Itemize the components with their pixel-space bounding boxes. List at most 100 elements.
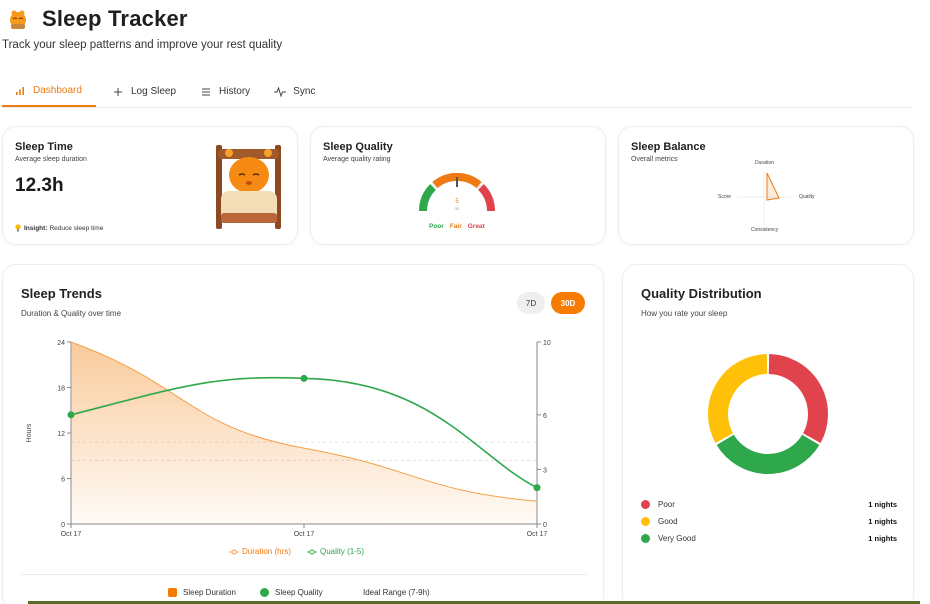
legend-quality-label: Quality (1-5)	[320, 547, 365, 556]
bottom-legend-duration: Sleep Duration	[168, 588, 236, 597]
distribution-legend-poor: Poor 1 nights	[641, 500, 897, 509]
trends-divider	[21, 574, 587, 575]
good-dot	[641, 517, 650, 526]
bar-chart-icon	[14, 85, 26, 97]
y-left-tick-label: 12	[57, 431, 65, 438]
y-left-tick-label: 18	[57, 386, 65, 393]
insight-label: Insight:	[24, 224, 48, 232]
radar-label-consistency: Consistency	[751, 227, 779, 233]
app-subtitle: Track your sleep patterns and improve yo…	[2, 39, 283, 51]
quality-point	[533, 484, 541, 492]
line-marker-icon	[229, 549, 239, 554]
sleep-balance-subtitle: Overall metrics	[631, 156, 678, 163]
quality-point	[67, 411, 75, 419]
bottom-legend-ideal-label: Ideal Range (7-9h)	[363, 588, 430, 597]
app-header: Sleep Tracker	[8, 6, 188, 32]
legend-duration: Duration (hrs)	[229, 547, 291, 556]
distribution-label-very-good: Very Good	[658, 534, 696, 543]
sleep-trends-chart: 0 6 12 18 24 0 3 6 10 Oct 17 Oct 17 Oct 17 Hours	[26, 340, 551, 538]
tab-history-label: History	[219, 86, 251, 97]
lightbulb-icon	[15, 224, 21, 232]
tab-history[interactable]: History	[188, 76, 262, 107]
quality-distribution-card: Quality Distribution How you rate your s…	[622, 264, 914, 604]
distribution-value-good: 1 nights	[868, 517, 897, 526]
tab-sync-label: Sync	[293, 86, 316, 97]
y-left-tick-label: 24	[57, 340, 65, 347]
gauge-label-fair: Fair	[449, 223, 462, 230]
y-right-tick-label: 3	[543, 467, 547, 474]
tab-log-sleep[interactable]: Log Sleep	[100, 76, 188, 107]
distribution-title: Quality Distribution	[641, 286, 762, 301]
donut-slice-good	[708, 354, 768, 443]
sleep-time-title: Sleep Time	[15, 141, 73, 153]
donut-slice-very-good	[716, 434, 820, 474]
sleep-trends-card: Sleep Trends Duration & Quality over tim…	[2, 264, 604, 604]
sleep-time-value: 12.3h	[15, 175, 64, 196]
sleep-trends-title: Sleep Trends	[21, 286, 102, 301]
distribution-label-good: Good	[658, 517, 678, 526]
bottom-legend-ideal: Ideal Range (7-9h)	[363, 588, 430, 597]
y-left-tick-label: 6	[61, 477, 65, 484]
gauge-label-great: Great	[467, 223, 485, 230]
gauge-label-poor: Poor	[429, 223, 444, 230]
list-icon	[200, 86, 212, 98]
range-7d-button[interactable]: 7D	[517, 292, 545, 314]
activity-icon	[274, 86, 287, 98]
poor-dot	[641, 500, 650, 509]
legend-quality: Quality (1-5)	[307, 547, 364, 556]
tab-dashboard[interactable]: Dashboard	[2, 76, 96, 107]
sleep-time-subtitle: Average sleep duration	[15, 156, 87, 163]
radar-label-score: Score	[718, 194, 732, 200]
gauge-legend: Poor Fair Great	[429, 223, 485, 230]
balance-radar-chart	[737, 171, 791, 225]
distribution-value-poor: 1 nights	[868, 500, 897, 509]
sleeping-mascot-in-bed-icon	[216, 145, 281, 229]
distribution-value-very-good: 1 nights	[868, 534, 897, 543]
y-left-tick-label: 0	[61, 522, 65, 529]
sleep-quality-card: Sleep Quality Average quality rating 5 /…	[310, 126, 606, 245]
legend-duration-label: Duration (hrs)	[242, 547, 291, 556]
tab-dashboard-label: Dashboard	[33, 85, 82, 96]
app-title: Sleep Tracker	[42, 6, 188, 31]
sleep-quality-title: Sleep Quality	[323, 141, 393, 153]
y-right-tick-label: 6	[543, 413, 547, 420]
radar-label-duration: Duration	[755, 160, 774, 166]
quality-gauge: 5 /10	[419, 173, 495, 212]
bottom-legend-quality-label: Sleep Quality	[275, 588, 323, 597]
quality-point	[300, 374, 308, 382]
x-tick-label: Oct 17	[527, 531, 548, 538]
donut-slice-poor	[768, 354, 828, 443]
very-good-dot	[641, 534, 650, 543]
y-axis-label: Hours	[26, 423, 33, 442]
sleep-quality-subtitle: Average quality rating	[323, 156, 391, 163]
range-30d-button[interactable]: 30D	[551, 292, 585, 314]
y-right-tick-label: 10	[543, 340, 551, 347]
quality-donut-chart	[708, 354, 828, 474]
sleep-trends-subtitle: Duration & Quality over time	[21, 309, 122, 318]
duration-line	[70, 341, 538, 502]
line-marker-icon	[307, 549, 317, 554]
tab-log-sleep-label: Log Sleep	[131, 86, 177, 97]
x-tick-label: Oct 17	[61, 531, 82, 538]
insight-text: Reduce sleep time	[49, 224, 104, 232]
main-tabs: Dashboard Log Sleep History Sync	[2, 76, 912, 108]
distribution-label-poor: Poor	[658, 500, 675, 509]
distribution-legend-good: Good 1 nights	[641, 517, 897, 526]
tab-sync[interactable]: Sync	[262, 76, 327, 107]
sleep-insight: Insight: Reduce sleep time	[15, 224, 103, 232]
bottom-edge-bar	[28, 601, 920, 604]
sleep-mascot-logo-icon	[10, 10, 26, 29]
duration-swatch	[168, 588, 177, 597]
quality-swatch	[260, 588, 269, 597]
sleep-balance-title: Sleep Balance	[631, 141, 706, 153]
gauge-value: 5	[455, 199, 459, 205]
duration-area	[71, 342, 537, 524]
x-tick-label: Oct 17	[294, 531, 315, 538]
distribution-legend-very-good: Very Good 1 nights	[641, 534, 897, 543]
sleep-balance-card: Sleep Balance Overall metrics Duration Q…	[618, 126, 914, 245]
sleep-time-card: Sleep Time Average sleep duration 12.3h …	[2, 126, 298, 245]
distribution-subtitle: How you rate your sleep	[641, 309, 728, 318]
bottom-legend-quality: Sleep Quality	[260, 588, 323, 597]
radar-label-quality: Quality	[799, 194, 815, 200]
plus-icon	[112, 86, 124, 98]
